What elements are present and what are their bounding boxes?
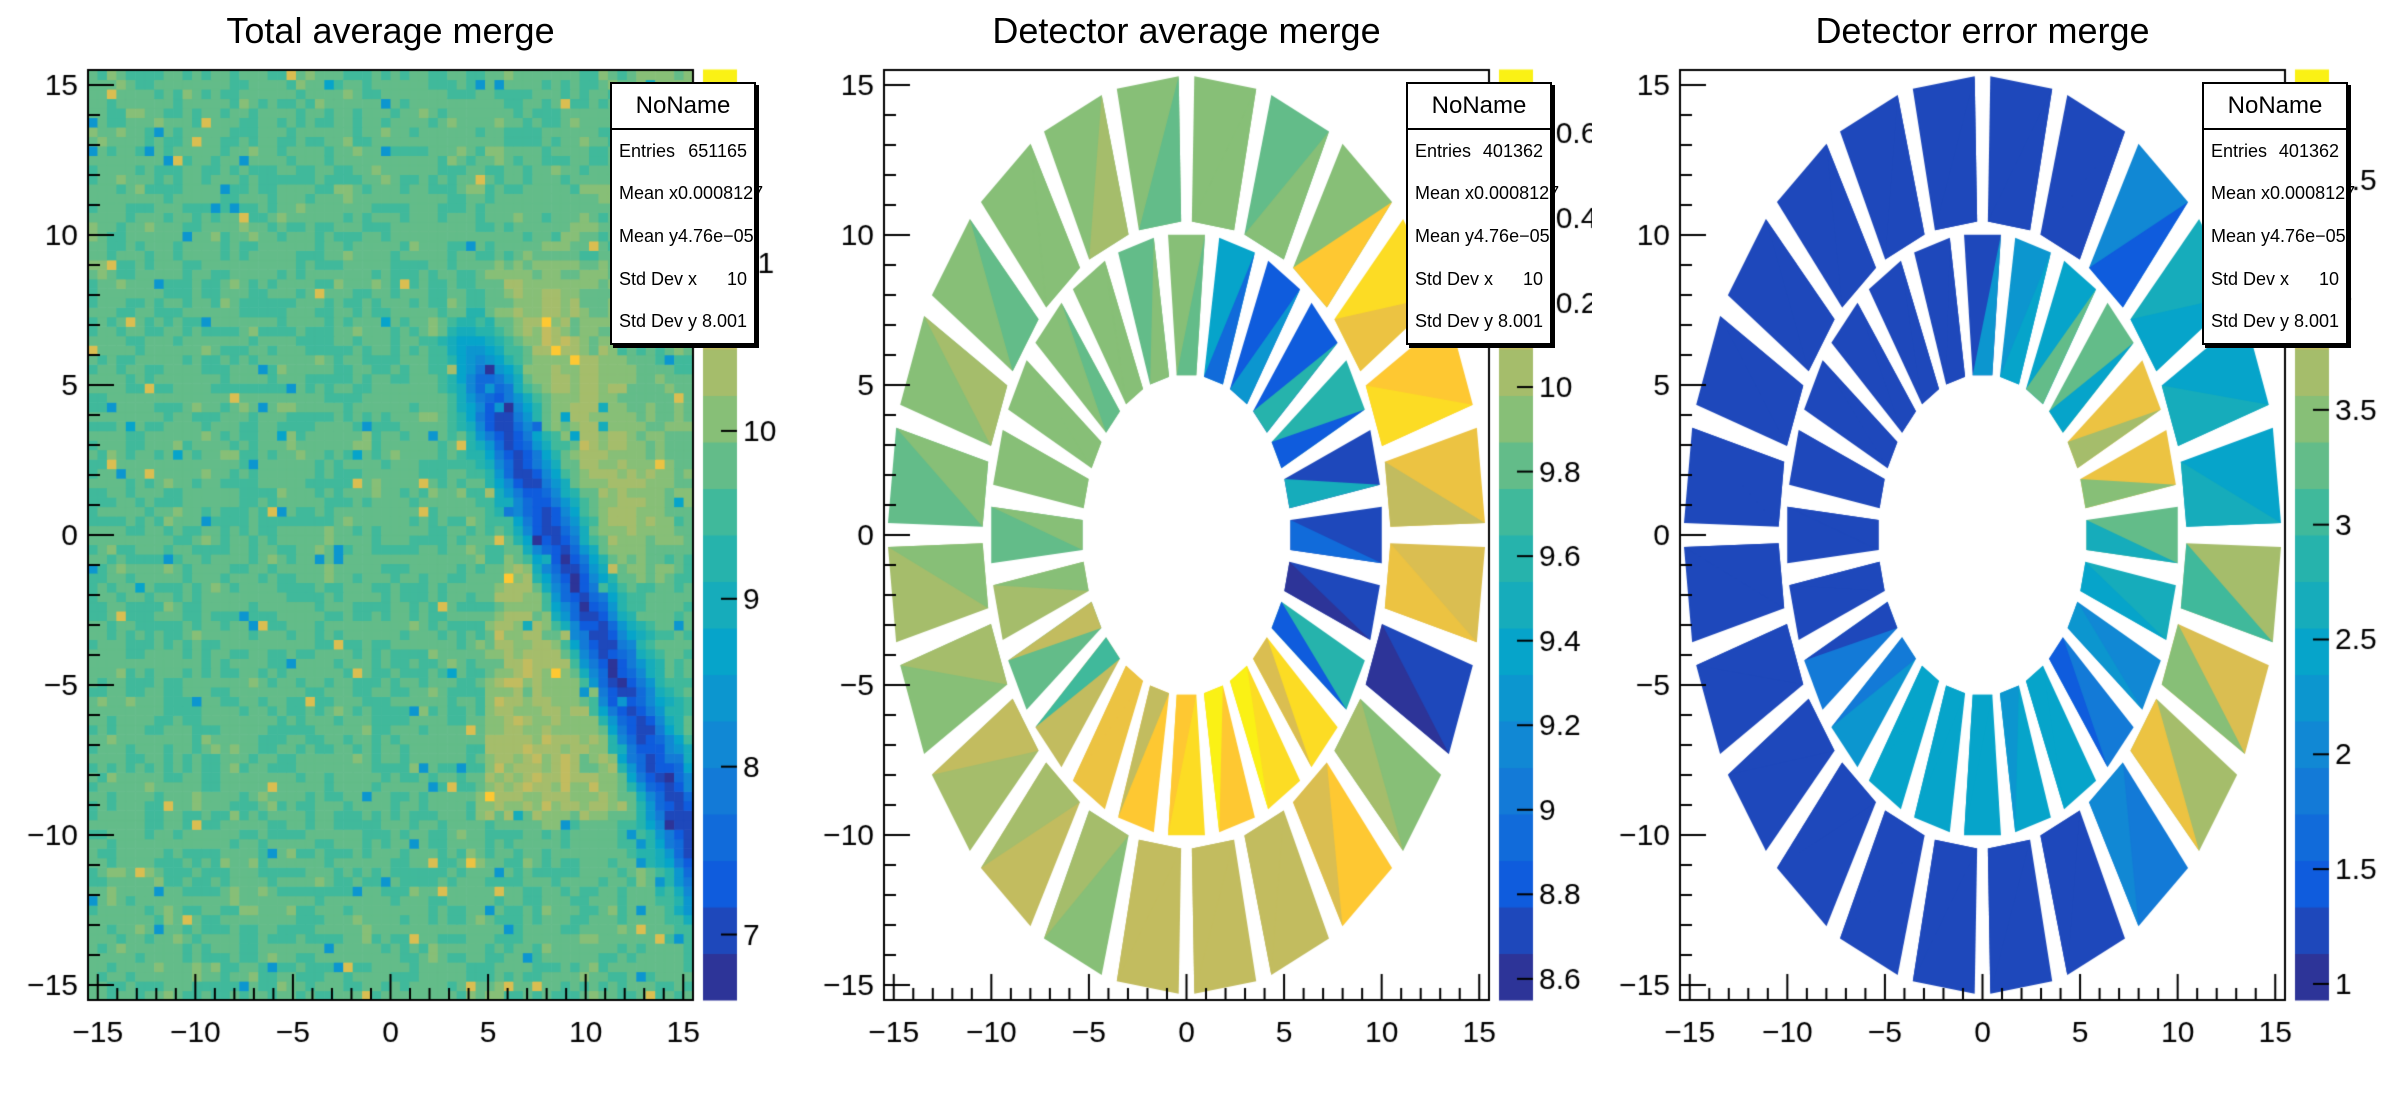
stats-label: Std Dev x — [619, 268, 698, 289]
stats-row-mean-x: Mean x 0.0008127 — [1415, 183, 1559, 204]
stats-row-stddev-x: Std Dev x 10 — [1415, 269, 1543, 290]
stats-box-body: Entries 651165 Mean x 0.0008127 Mean y 4.76… — [612, 130, 763, 343]
stats-label: Std Dev y — [1415, 311, 1494, 332]
stats-label: Mean x — [2211, 183, 2271, 204]
stats-label: Mean x — [1415, 183, 1475, 204]
stats-row-entries: Entries 651165 — [619, 141, 747, 162]
plot-title: Detector average merge — [992, 10, 1381, 51]
stats-value: 10 — [2318, 268, 2339, 289]
stats-label: Entries — [619, 140, 676, 161]
stats-label: Std Dev y — [2211, 311, 2290, 332]
stats-label: Entries — [2211, 140, 2268, 161]
stats-value: 0.0008127 — [2270, 183, 2356, 204]
stats-box-title: NoName — [2204, 84, 2346, 130]
pad-detector-error: Detector error merge NoName Entries 40136… — [1592, 0, 2388, 1116]
stats-label: Entries — [1415, 140, 1472, 161]
stats-value: 10 — [1522, 268, 1543, 289]
stats-label: Std Dev x — [2211, 268, 2290, 289]
stats-box: NoName Entries 651165 Mean x 0.0008127 Mea… — [610, 82, 763, 345]
stats-label: Mean y — [2211, 225, 2271, 246]
stats-label: Std Dev x — [1415, 268, 1494, 289]
stats-value: 8.001 — [1497, 311, 1543, 332]
stats-row-stddev-x: Std Dev x 10 — [619, 269, 747, 290]
stats-row-stddev-y: Std Dev y 8.001 — [1415, 311, 1543, 332]
stats-box-body: Entries 401362 Mean x 0.0008127 Mean y 4.76… — [1408, 130, 1559, 343]
stats-row-mean-x: Mean x 0.0008127 — [2211, 183, 2355, 204]
stats-box-title: NoName — [1408, 84, 1550, 130]
stats-row-stddev-x: Std Dev x 10 — [2211, 269, 2339, 290]
stats-label: Mean x — [619, 183, 679, 204]
stats-box: NoName Entries 401362 Mean x 0.0008127 Mea… — [2202, 82, 2355, 345]
stats-box-title: NoName — [612, 84, 754, 130]
stats-row-mean-y: Mean y 4.76e−05 — [1415, 225, 1550, 247]
stats-row-entries: Entries 401362 — [1415, 141, 1543, 162]
stats-value: 10 — [726, 268, 747, 289]
stats-row-mean-x: Mean x 0.0008127 — [619, 183, 763, 204]
stats-value: 0.0008127 — [1474, 183, 1560, 204]
pad-detector-average: Detector average merge NoName Entries 401… — [796, 0, 1592, 1116]
plot-title: Detector error merge — [1815, 10, 2150, 51]
stats-value: 4.76e−05 — [678, 225, 754, 246]
stats-row-mean-y: Mean y 4.76e−05 — [619, 225, 754, 247]
stats-row-entries: Entries 401362 — [2211, 141, 2339, 162]
stats-value: 401362 — [1482, 140, 1543, 161]
stats-value: 651165 — [688, 140, 747, 161]
stats-row-stddev-y: Std Dev y 8.001 — [2211, 311, 2339, 332]
stats-value: 0.0008127 — [678, 183, 764, 204]
stats-value: 8.001 — [701, 311, 747, 332]
stats-label: Std Dev y — [619, 311, 698, 332]
stats-box-body: Entries 401362 Mean x 0.0008127 Mean y 4.76… — [2204, 130, 2355, 343]
pad-total-average: Total average merge NoName Entries 651165… — [0, 0, 796, 1116]
plot-title: Total average merge — [226, 10, 555, 51]
stats-row-stddev-y: Std Dev y 8.001 — [619, 311, 747, 332]
stats-label: Mean y — [619, 225, 679, 246]
stats-value: 401362 — [2278, 140, 2339, 161]
stats-value: 4.76e−05 — [2270, 225, 2346, 246]
stats-row-mean-y: Mean y 4.76e−05 — [2211, 225, 2346, 247]
stats-label: Mean y — [1415, 225, 1475, 246]
stats-value: 4.76e−05 — [1474, 225, 1550, 246]
stats-value: 8.001 — [2293, 311, 2339, 332]
stats-box: NoName Entries 401362 Mean x 0.0008127 Mea… — [1406, 82, 1559, 345]
